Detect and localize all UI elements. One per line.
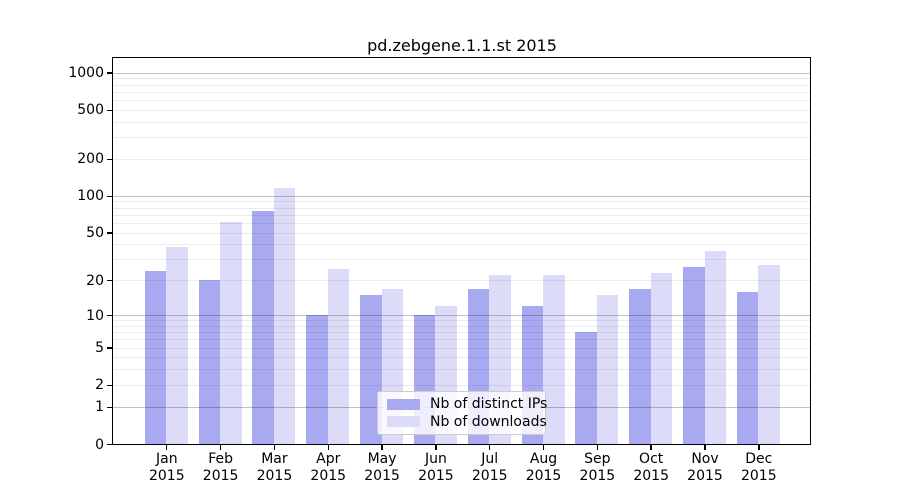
y-tick-label-5: 5 <box>95 340 104 357</box>
y-tick-mark-1 <box>106 406 113 408</box>
x-tick-mark-may <box>381 444 383 450</box>
y-tick-label-1: 1 <box>95 399 104 416</box>
y-tick-label-20: 20 <box>86 272 104 289</box>
y-tick-label-500: 500 <box>77 102 104 119</box>
bar-ips-oct <box>629 288 651 444</box>
bar-downloads-aug <box>543 275 565 444</box>
y-tick-mark-20 <box>106 280 113 282</box>
y-tick-mark-200 <box>106 158 113 161</box>
x-tick-label-sep: Sep 2015 <box>579 450 616 484</box>
x-tick-mark-jan <box>166 444 168 450</box>
y-tick-mark-0 <box>106 443 113 446</box>
legend-item-distinct-ips: Nb of distinct IPs <box>387 396 547 412</box>
x-tick-label-jul: Jul 2015 <box>471 450 508 484</box>
x-tick-label-oct: Oct 2015 <box>633 450 669 484</box>
bar-ips-jan <box>144 270 167 444</box>
y-tick-mark-1000 <box>106 72 113 74</box>
legend: Nb of distinct IPs Nb of downloads <box>377 391 547 435</box>
bar-ips-apr <box>306 315 328 444</box>
x-tick-label-jun: Jun 2015 <box>418 450 454 484</box>
bar-ips-sep <box>575 332 597 444</box>
legend-item-downloads: Nb of downloads <box>387 414 547 430</box>
x-tick-mark-aug <box>542 444 545 450</box>
bar-ips-may <box>360 294 382 444</box>
chart-title: pd.zebgene.1.1.st 2015 <box>367 36 557 55</box>
legend-label-downloads: Nb of downloads <box>430 413 547 430</box>
y-tick-mark-5 <box>106 347 113 349</box>
y-tick-mark-100 <box>106 195 113 198</box>
x-tick-label-may: May 2015 <box>364 450 400 484</box>
x-tick-mark-jul <box>489 444 491 450</box>
x-tick-mark-nov <box>704 444 706 450</box>
bar-downloads-jan <box>166 247 188 444</box>
x-tick-mark-apr <box>327 444 329 450</box>
y-tick-mark-500 <box>106 109 113 111</box>
y-tick-label-100: 100 <box>77 188 104 205</box>
bar-layer <box>113 58 810 444</box>
x-tick-label-feb: Feb 2015 <box>202 450 239 484</box>
bar-ips-nov <box>683 266 705 444</box>
y-tick-label-2: 2 <box>95 377 104 394</box>
bar-downloads-dec <box>758 264 780 444</box>
x-tick-label-aug: Aug 2015 <box>525 450 562 484</box>
x-tick-mark-mar <box>273 444 276 450</box>
x-tick-label-dec: Dec 2015 <box>740 450 777 484</box>
y-tick-mark-10 <box>106 314 113 317</box>
bar-downloads-nov <box>704 251 726 444</box>
bar-downloads-oct <box>650 273 673 444</box>
bar-ips-mar <box>252 211 274 444</box>
legend-swatch-downloads <box>387 416 420 428</box>
x-tick-label-nov: Nov 2015 <box>687 450 723 484</box>
plot-area: Nb of distinct IPs Nb of downloads <box>112 57 811 445</box>
x-tick-label-mar: Mar 2015 <box>256 450 293 484</box>
bar-downloads-mar <box>273 187 296 444</box>
x-tick-mark-feb <box>219 444 222 450</box>
y-tick-label-10: 10 <box>86 307 104 324</box>
legend-swatch-distinct-ips <box>387 398 420 410</box>
x-tick-mark-oct <box>650 444 652 450</box>
x-tick-mark-dec <box>758 444 760 450</box>
bar-downloads-feb <box>220 222 242 444</box>
y-tick-mark-2 <box>106 384 113 387</box>
bar-downloads-apr <box>327 268 350 444</box>
y-tick-label-0: 0 <box>95 436 104 453</box>
x-tick-mark-sep <box>596 444 599 450</box>
bar-ips-dec <box>736 291 759 444</box>
legend-label-distinct-ips: Nb of distinct IPs <box>430 396 548 413</box>
y-tick-mark-50 <box>106 232 113 234</box>
y-tick-label-1000: 1000 <box>68 65 104 82</box>
x-tick-label-apr: Apr 2015 <box>310 450 347 484</box>
x-tick-label-jan: Jan 2015 <box>148 450 185 484</box>
bar-ips-feb <box>198 280 221 444</box>
bar-downloads-sep <box>596 294 619 444</box>
y-tick-label-200: 200 <box>77 151 104 168</box>
x-tick-mark-jun <box>435 444 437 450</box>
y-tick-label-50: 50 <box>86 225 104 242</box>
